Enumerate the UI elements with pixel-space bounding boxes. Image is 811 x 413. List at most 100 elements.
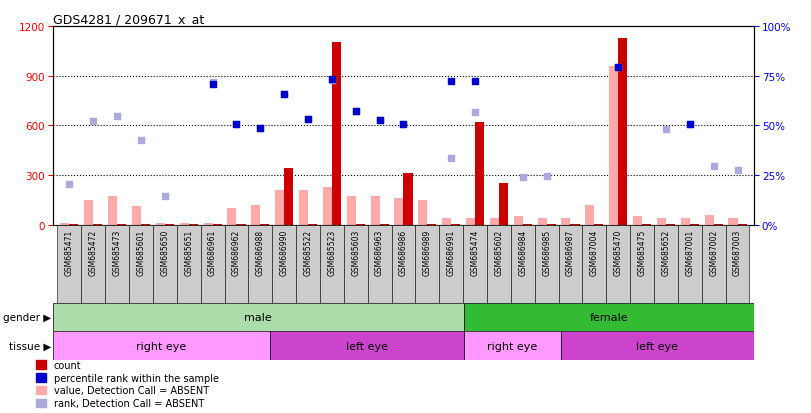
Text: GSM685473: GSM685473 xyxy=(113,229,122,275)
Point xyxy=(158,193,171,199)
Point xyxy=(373,118,386,124)
Point xyxy=(707,163,720,170)
Bar xyxy=(392,225,415,304)
Bar xyxy=(633,216,642,225)
Point xyxy=(444,78,457,85)
Text: GSM687001: GSM687001 xyxy=(685,229,694,275)
Bar xyxy=(559,225,582,304)
Point xyxy=(611,65,624,71)
Text: GSM686989: GSM686989 xyxy=(423,229,431,275)
Bar xyxy=(105,225,129,304)
Bar xyxy=(403,174,413,225)
Bar xyxy=(511,225,534,304)
Point xyxy=(684,122,697,128)
Bar xyxy=(84,200,93,225)
Point xyxy=(469,109,482,116)
Point xyxy=(350,109,363,115)
Bar xyxy=(538,218,547,225)
Bar xyxy=(251,205,260,225)
Bar xyxy=(177,225,200,304)
Text: GSM685471: GSM685471 xyxy=(65,229,74,275)
Bar xyxy=(680,218,690,225)
Text: GSM685603: GSM685603 xyxy=(351,229,360,275)
Point xyxy=(302,116,315,123)
Bar xyxy=(275,190,284,225)
Point xyxy=(135,138,148,144)
Text: female: female xyxy=(590,313,629,323)
Bar xyxy=(248,225,272,304)
Bar xyxy=(367,225,392,304)
Bar xyxy=(323,187,332,225)
Text: GSM686987: GSM686987 xyxy=(566,229,575,275)
Bar xyxy=(153,225,177,304)
Bar xyxy=(594,224,603,225)
Point xyxy=(206,80,219,86)
Bar xyxy=(487,225,511,304)
Point xyxy=(611,65,624,71)
Bar xyxy=(58,225,81,304)
Bar xyxy=(308,224,317,225)
Point xyxy=(206,81,219,88)
Bar xyxy=(427,224,436,225)
Bar xyxy=(534,225,559,304)
Bar xyxy=(346,196,356,225)
Text: GSM685602: GSM685602 xyxy=(495,229,504,275)
Bar xyxy=(728,218,737,225)
Bar xyxy=(272,225,296,304)
Text: tissue ▶: tissue ▶ xyxy=(9,341,51,351)
Point xyxy=(254,125,267,132)
Text: gender ▶: gender ▶ xyxy=(3,313,51,323)
Bar xyxy=(60,223,70,225)
Bar xyxy=(332,43,341,225)
Bar xyxy=(320,225,344,304)
Point xyxy=(277,91,290,98)
Point xyxy=(230,121,243,128)
Bar xyxy=(284,169,294,225)
Bar xyxy=(380,224,388,225)
Bar xyxy=(705,215,714,225)
Bar xyxy=(141,224,150,225)
Point xyxy=(469,78,482,85)
Text: GSM686984: GSM686984 xyxy=(518,229,527,275)
Point xyxy=(325,76,338,83)
Bar xyxy=(586,205,594,225)
Bar xyxy=(237,224,246,225)
Text: GSM685652: GSM685652 xyxy=(662,229,671,275)
Bar xyxy=(726,225,749,304)
Point xyxy=(302,116,315,123)
Text: GSM686962: GSM686962 xyxy=(232,229,241,275)
Bar xyxy=(53,332,270,360)
Bar xyxy=(299,190,308,225)
Bar xyxy=(607,225,630,304)
Text: GSM685470: GSM685470 xyxy=(614,229,623,275)
Bar xyxy=(570,224,580,225)
Bar xyxy=(156,223,165,225)
Bar xyxy=(523,224,532,225)
Bar xyxy=(81,225,105,304)
Text: GSM685651: GSM685651 xyxy=(184,229,193,275)
Text: left eye: left eye xyxy=(637,341,679,351)
Point xyxy=(517,174,530,180)
Text: GSM685601: GSM685601 xyxy=(136,229,145,275)
Text: GSM686963: GSM686963 xyxy=(375,229,384,275)
Bar xyxy=(464,332,560,360)
Point xyxy=(350,109,363,115)
Bar xyxy=(690,224,699,225)
Text: GSM685475: GSM685475 xyxy=(637,229,646,275)
Bar xyxy=(513,216,523,225)
Bar xyxy=(630,225,654,304)
Text: GSM685474: GSM685474 xyxy=(470,229,479,275)
Bar xyxy=(415,225,440,304)
Point xyxy=(63,181,76,188)
Bar xyxy=(108,196,117,225)
Bar xyxy=(609,66,618,225)
Bar xyxy=(189,224,198,225)
Legend: count, percentile rank within the sample, value, Detection Call = ABSENT, rank, : count, percentile rank within the sample… xyxy=(36,360,219,408)
Bar xyxy=(418,200,427,225)
Bar xyxy=(225,225,248,304)
Bar xyxy=(165,224,174,225)
Point xyxy=(230,122,243,128)
Point xyxy=(397,121,410,128)
Text: right eye: right eye xyxy=(487,341,538,351)
Bar xyxy=(270,332,464,360)
